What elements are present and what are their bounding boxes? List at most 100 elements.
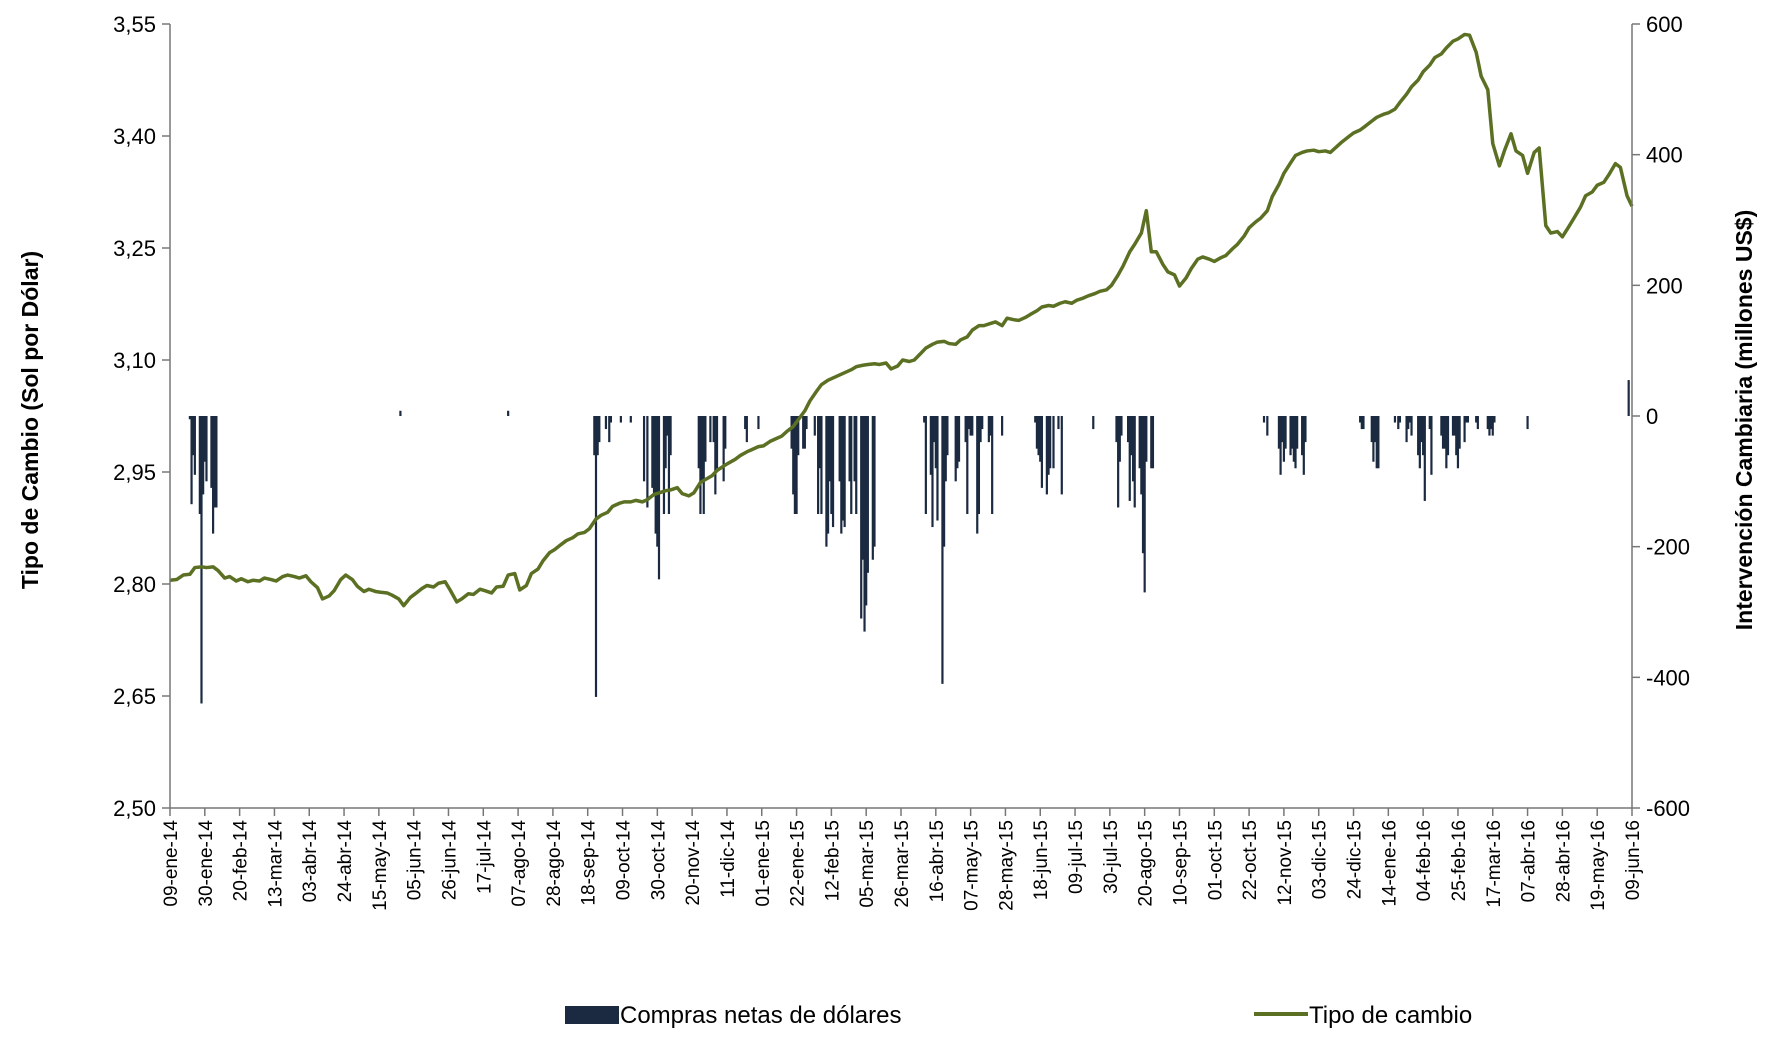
right-tick-label: 600 xyxy=(1646,12,1683,37)
bar xyxy=(991,416,994,514)
bar xyxy=(1117,416,1120,508)
x-tick-label: 11-dic-14 xyxy=(718,820,739,898)
bar xyxy=(1422,416,1425,456)
bar xyxy=(931,416,934,528)
bar xyxy=(1277,416,1281,449)
bar xyxy=(609,416,613,423)
bar xyxy=(1140,416,1143,495)
bar xyxy=(1398,416,1402,423)
x-tick-label: 30-ene-14 xyxy=(196,820,217,907)
bar xyxy=(956,416,959,469)
bar xyxy=(654,416,657,534)
x-tick-label: 20-ago-15 xyxy=(1136,820,1157,907)
bar xyxy=(215,416,218,508)
bar xyxy=(841,416,845,521)
bar xyxy=(803,416,806,449)
bar xyxy=(657,416,661,580)
bar xyxy=(598,416,601,443)
x-tick-label: 18-sep-14 xyxy=(579,820,600,906)
bar xyxy=(722,416,725,482)
right-axis-title: Intervención Cambiaria (millones US$) xyxy=(1731,210,1757,631)
bar xyxy=(203,416,206,462)
bar xyxy=(1301,416,1304,456)
bar xyxy=(1463,416,1466,443)
bar xyxy=(1408,416,1411,423)
bar xyxy=(200,416,203,704)
x-tick-label: 22-ene-15 xyxy=(788,820,809,907)
bar xyxy=(651,416,654,488)
bar xyxy=(666,416,669,436)
legend-item-line: Tipo de cambio xyxy=(1254,1002,1472,1029)
bar xyxy=(1455,416,1458,456)
bar xyxy=(757,416,760,430)
bar xyxy=(213,416,216,508)
bar xyxy=(745,416,748,443)
bar xyxy=(664,416,667,469)
legend-label-bars: Compras netas de dólares xyxy=(620,1002,901,1029)
bar xyxy=(1049,416,1052,469)
bar xyxy=(619,416,622,423)
bar xyxy=(594,416,598,697)
bar xyxy=(656,416,659,547)
bar xyxy=(697,416,700,469)
bars-layer xyxy=(188,380,1630,704)
x-tick-label: 17-jul-14 xyxy=(474,820,495,894)
bar xyxy=(943,416,946,547)
bar xyxy=(825,416,828,547)
x-tick-label: 25-feb-16 xyxy=(1449,820,1470,901)
bar xyxy=(987,416,990,443)
bar xyxy=(1279,416,1282,475)
bar xyxy=(1138,416,1141,469)
left-tick-label: 3,25 xyxy=(113,236,156,261)
right-tick-label: -400 xyxy=(1646,665,1690,690)
bar xyxy=(1393,416,1397,423)
x-tick-label: 15-may-14 xyxy=(370,820,391,911)
right-tick-label: -600 xyxy=(1646,796,1690,821)
right-tick-label: 200 xyxy=(1646,273,1683,298)
bar xyxy=(205,416,208,482)
bar xyxy=(1292,416,1295,462)
bar xyxy=(1141,416,1145,554)
x-tick-label: 07-abr-16 xyxy=(1519,820,1540,902)
bar xyxy=(850,416,853,514)
bar xyxy=(744,416,747,430)
bar xyxy=(715,416,719,469)
bar xyxy=(929,416,932,475)
bar xyxy=(1001,416,1004,436)
bar xyxy=(1445,416,1448,469)
bar xyxy=(1128,416,1131,501)
bar xyxy=(1282,416,1285,462)
bar xyxy=(212,416,215,534)
x-tick-label: 30-oct-14 xyxy=(648,820,669,901)
bar xyxy=(1359,416,1362,423)
bar xyxy=(712,416,715,443)
left-tick-label: 3,55 xyxy=(113,12,156,37)
bar xyxy=(1284,416,1287,449)
bar xyxy=(1397,416,1400,430)
x-tick-label: 22-oct-15 xyxy=(1240,820,1261,900)
x-tick-label: 05-mar-15 xyxy=(857,820,878,908)
bar xyxy=(1451,416,1455,436)
bar xyxy=(1493,416,1496,423)
bar xyxy=(1150,416,1153,469)
bar xyxy=(1446,416,1450,456)
bar xyxy=(1475,416,1478,423)
legend-label-line: Tipo de cambio xyxy=(1309,1002,1472,1029)
bar xyxy=(848,416,851,482)
x-tick-label: 09-jun-16 xyxy=(1623,820,1644,900)
x-tick-label: 01-ene-15 xyxy=(753,820,774,907)
bar xyxy=(941,416,944,684)
right-tick-label: -200 xyxy=(1646,535,1690,560)
bar xyxy=(1281,416,1284,443)
bar xyxy=(860,416,863,619)
left-tick-label: 3,40 xyxy=(113,124,156,149)
bar xyxy=(642,416,646,482)
bar xyxy=(795,416,798,514)
bar xyxy=(1289,416,1292,456)
bar xyxy=(1037,416,1040,456)
x-tick-label: 28-may-15 xyxy=(996,820,1017,911)
bar xyxy=(1466,416,1469,423)
axes-layer: 2,50 2,65 2,80 2,95 3,10 3,25 3,40 3,55 -600 -400… xyxy=(113,12,1690,911)
bar xyxy=(863,416,866,632)
